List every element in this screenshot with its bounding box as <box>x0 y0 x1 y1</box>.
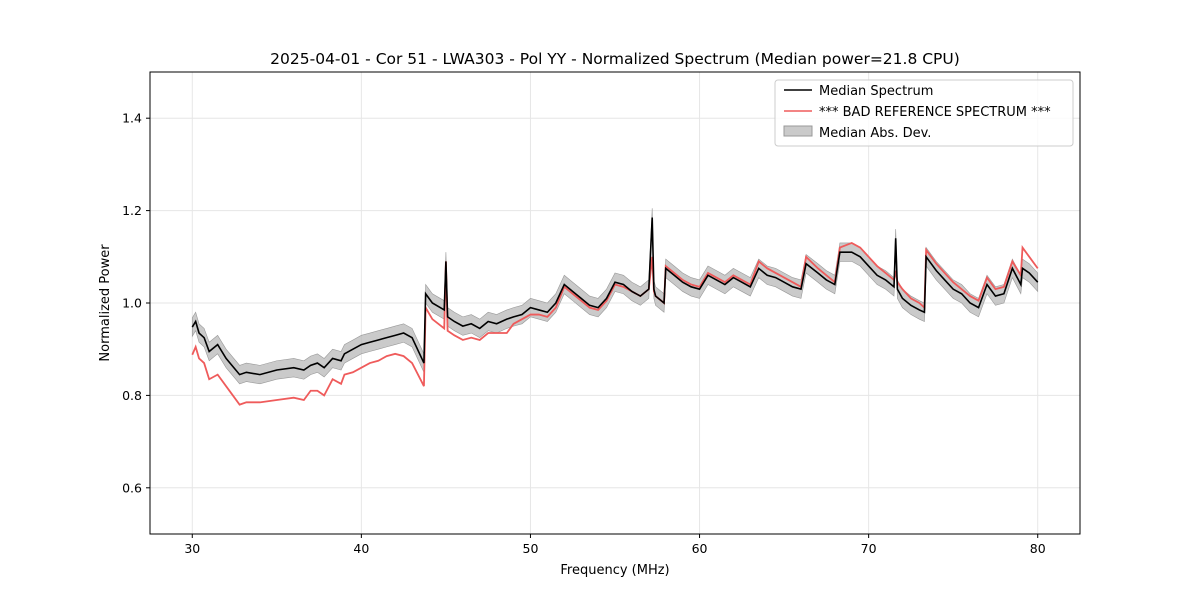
x-tick-label: 70 <box>861 541 877 556</box>
legend-median-label: Median Spectrum <box>819 84 933 99</box>
x-tick-label: 30 <box>184 541 200 556</box>
x-tick-label: 50 <box>523 541 539 556</box>
legend: Median Spectrum *** BAD REFERENCE SPECTR… <box>774 79 1074 147</box>
chart-title: 2025-04-01 - Cor 51 - LWA303 - Pol YY - … <box>270 50 960 68</box>
x-tick-label: 80 <box>1030 541 1046 556</box>
axis-ticks: 30 40 50 60 70 80 0.6 0.8 1.0 1.2 1.4 <box>122 111 1046 556</box>
x-tick-label: 40 <box>353 541 369 556</box>
y-axis-label: Normalized Power <box>98 244 113 362</box>
legend-mad-label: Median Abs. Dev. <box>819 126 931 141</box>
legend-mad-swatch <box>783 125 813 137</box>
y-tick-label: 1.2 <box>122 203 142 218</box>
series-layer <box>191 217 1039 406</box>
y-tick-label: 1.4 <box>122 111 142 126</box>
legend-box <box>774 79 1074 147</box>
median-spectrum-line <box>191 217 1039 376</box>
y-tick-label: 0.8 <box>122 388 142 403</box>
y-tick-label: 0.6 <box>122 480 142 495</box>
mad-band <box>191 208 1039 385</box>
y-tick-label: 1.0 <box>122 296 142 311</box>
x-axis-label: Frequency (MHz) <box>560 563 669 578</box>
mad-band-layer <box>191 208 1039 385</box>
x-tick-label: 60 <box>692 541 708 556</box>
legend-reference-label: *** BAD REFERENCE SPECTRUM *** <box>819 105 1051 120</box>
